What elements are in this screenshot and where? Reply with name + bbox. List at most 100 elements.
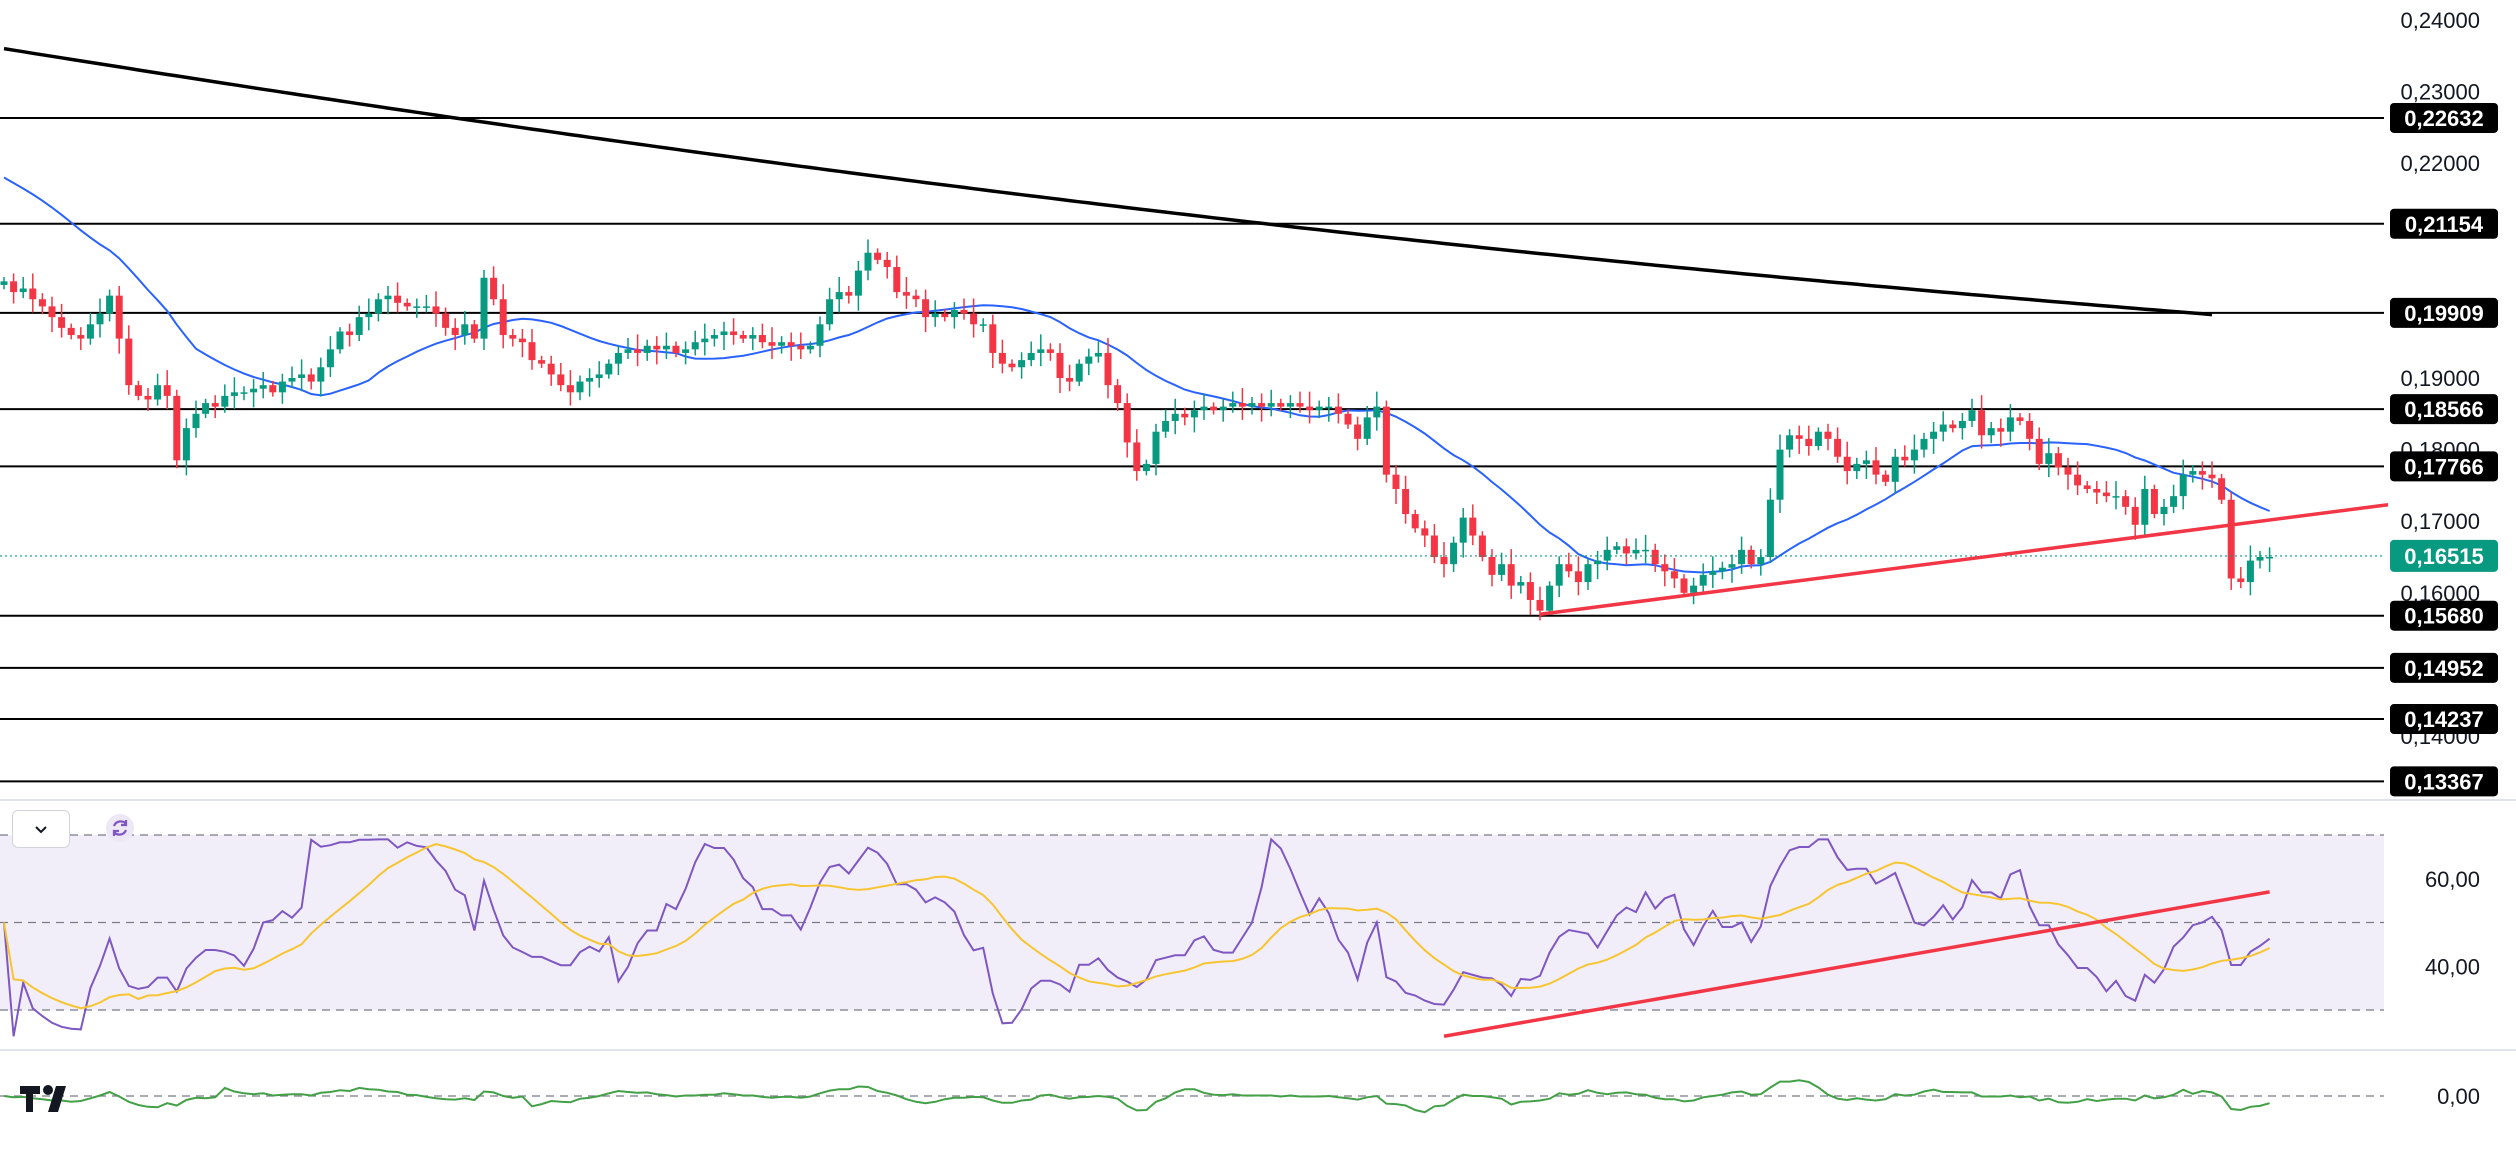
candle [1133, 442, 1141, 472]
candle [1238, 403, 1246, 407]
candle [730, 331, 738, 336]
candle [67, 327, 75, 336]
candle [202, 403, 210, 414]
collapse-pane-button[interactable] [12, 810, 70, 848]
price-trendline [1539, 502, 2389, 617]
level-badge [2390, 297, 2498, 328]
refresh-button[interactable] [98, 810, 142, 846]
candle [1152, 431, 1160, 464]
candle [2131, 506, 2139, 525]
candle [1613, 546, 1621, 550]
candle [182, 428, 190, 461]
candle [1018, 360, 1026, 368]
candle [1795, 435, 1803, 439]
rsi-signal-line [3, 843, 2271, 1010]
candle [653, 345, 661, 350]
candle [893, 267, 901, 293]
candle [2102, 492, 2110, 497]
rsi-pane [0, 834, 2384, 1038]
candle [1334, 406, 1342, 414]
candle [2160, 506, 2168, 515]
candle [1478, 535, 1486, 557]
candle [2179, 474, 2187, 497]
candle [394, 295, 402, 303]
level-badge-label: 0,18566 [2404, 397, 2484, 422]
candle [1651, 549, 1659, 565]
candle [221, 395, 229, 407]
candle [576, 381, 584, 393]
candle [317, 367, 325, 382]
candle [1968, 410, 1976, 421]
candle [192, 413, 200, 429]
candle [1363, 417, 1371, 439]
candle [1565, 564, 1573, 572]
candle [1200, 406, 1208, 411]
candle [1488, 557, 1496, 575]
candle [1162, 420, 1170, 432]
candle [1776, 449, 1784, 500]
candle [413, 306, 421, 308]
candle [624, 349, 632, 353]
price-pane [0, 46, 2389, 783]
candle [902, 292, 910, 296]
level-badge-label: 0,15680 [2404, 604, 2484, 629]
candle [490, 277, 498, 300]
candle [125, 338, 133, 386]
candle [1027, 352, 1035, 361]
candle [288, 378, 296, 382]
candle [806, 345, 814, 350]
candle [1872, 460, 1880, 475]
candle [1584, 564, 1592, 583]
level-badge-label: 0,14237 [2404, 707, 2484, 732]
candle [1402, 488, 1410, 515]
candle [1219, 406, 1227, 411]
candle [326, 349, 334, 368]
candle [2189, 471, 2197, 475]
candle [1286, 403, 1294, 407]
candle [1603, 549, 1611, 561]
candle [1622, 546, 1630, 554]
candle [1997, 428, 2005, 432]
candle [1555, 564, 1563, 586]
candle [10, 281, 18, 293]
candle [1747, 549, 1755, 565]
candle [1987, 428, 1995, 436]
candle [614, 352, 622, 364]
candle [1315, 406, 1323, 411]
candle [835, 292, 843, 300]
candle [557, 374, 565, 386]
candle [58, 317, 66, 328]
level-badge-label: 0,22632 [2404, 106, 2484, 131]
candle [336, 331, 344, 350]
price-tick-label: 0,17000 [2400, 509, 2480, 534]
level-badge [2390, 451, 2498, 482]
candle [2208, 474, 2216, 479]
candle [307, 374, 315, 382]
candle [518, 338, 526, 343]
candle [2016, 417, 2024, 421]
candle [1190, 410, 1198, 418]
candle [240, 392, 248, 394]
candle [2093, 488, 2101, 493]
level-badge [2390, 600, 2498, 631]
candle [643, 345, 651, 353]
candle [1670, 571, 1678, 579]
oscillator-line [3, 1079, 2270, 1114]
candle [2074, 474, 2082, 486]
candle [1037, 349, 1045, 353]
candle [1469, 517, 1477, 536]
candle [2170, 496, 2178, 507]
candle [998, 352, 1006, 364]
candle [2266, 557, 2274, 559]
current-price-badge [2390, 539, 2498, 572]
candle [941, 313, 949, 318]
candle [1008, 363, 1016, 368]
candle [1066, 378, 1074, 382]
candle [2045, 453, 2053, 464]
candle [1075, 363, 1083, 382]
candle [720, 331, 728, 336]
candle [1094, 352, 1102, 357]
candle [1939, 424, 1947, 432]
candle [989, 324, 997, 353]
